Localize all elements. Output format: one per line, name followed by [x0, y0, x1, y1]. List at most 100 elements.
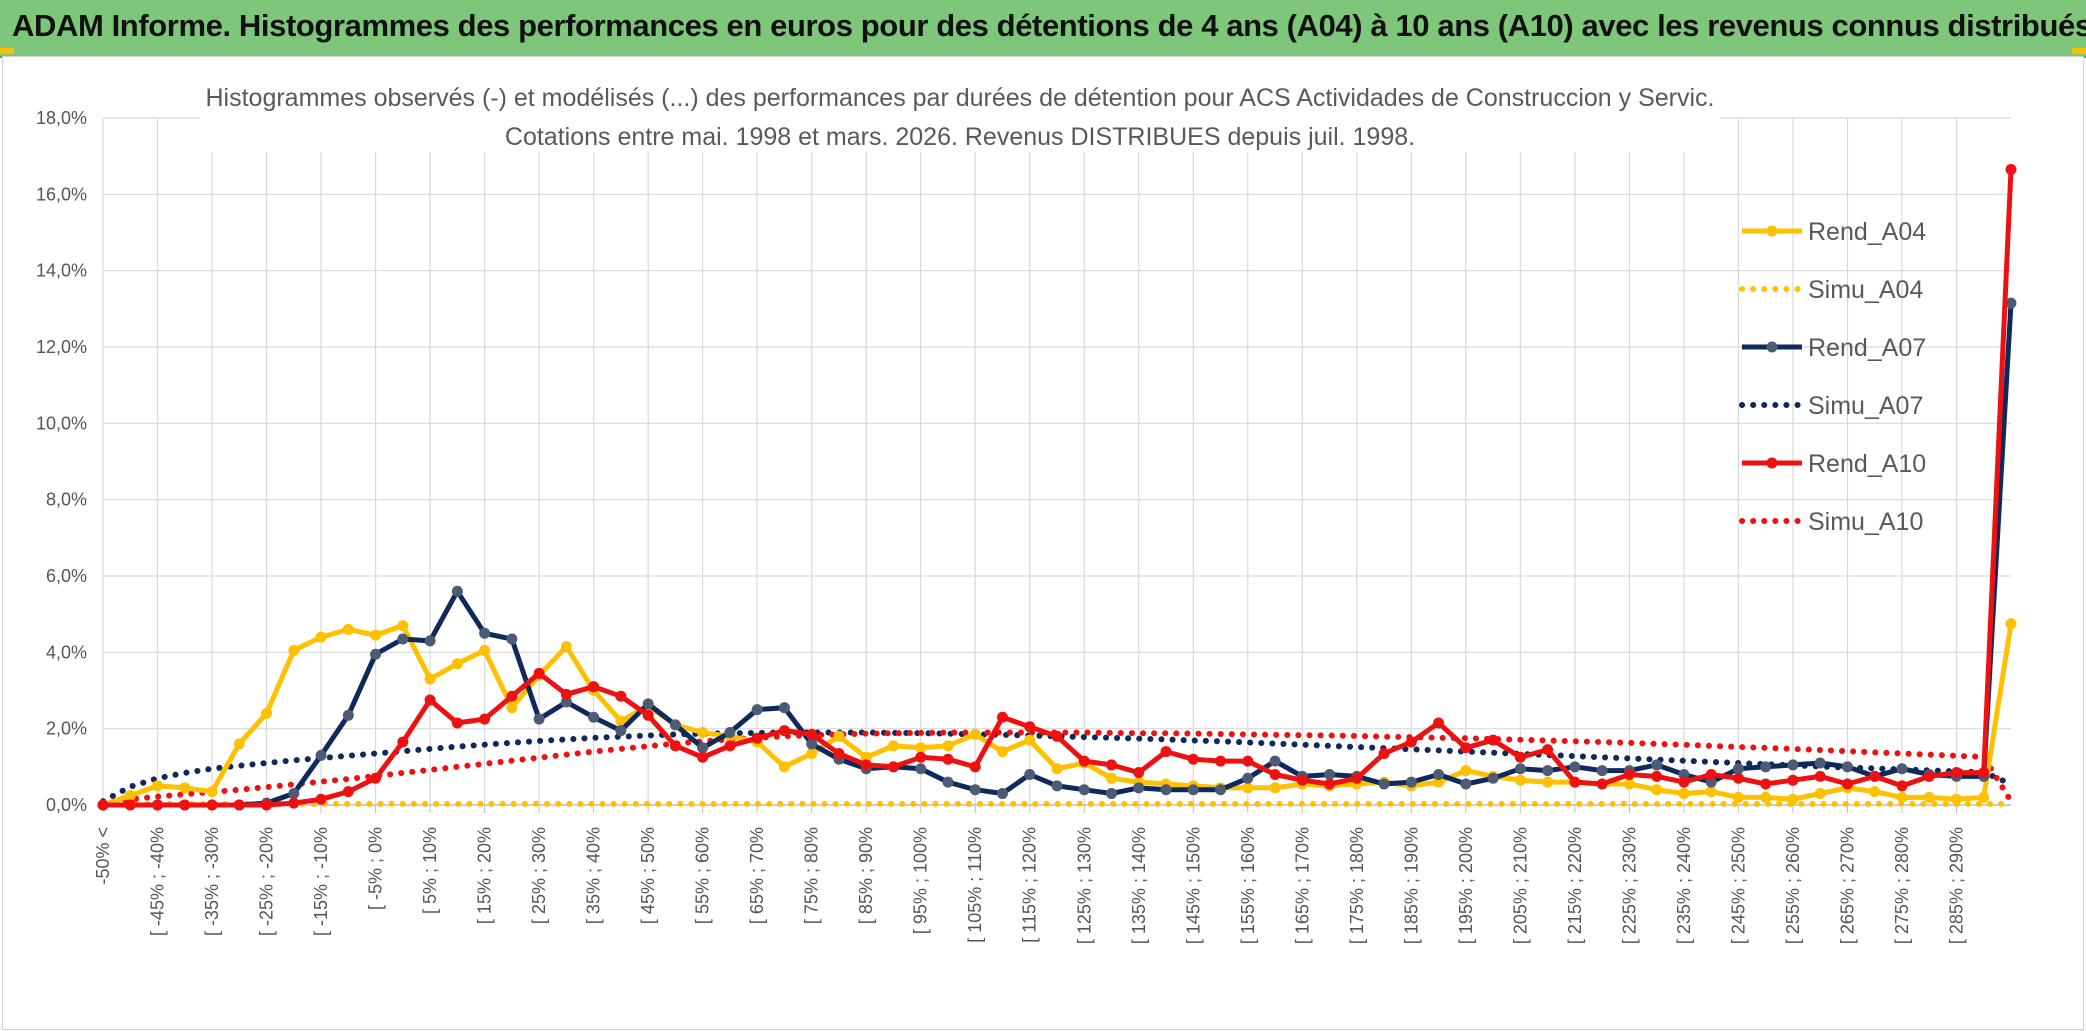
series-rend-a10-point: [751, 732, 763, 744]
series-rend-a04-point: [315, 631, 327, 643]
series-rend-a10-point: [1869, 770, 1881, 782]
series-rend-a10-point: [152, 799, 164, 811]
series-rend-a04-point: [887, 740, 899, 752]
series-rend-a07-point: [370, 648, 382, 660]
legend: Rend_A04 Simu_A04 Rend_A07 Simu_A07 Rend_A10…: [1739, 218, 1926, 536]
series-rend-a07-point: [588, 711, 600, 723]
legend-rend-a07-marker: [1766, 341, 1778, 353]
series-rend-a10-point: [1705, 768, 1717, 780]
series-rend-a10-point: [1760, 778, 1772, 790]
series-rend-a10-point: [887, 761, 899, 773]
series-rend-a04-point: [479, 644, 491, 656]
series-rend-a10-point: [424, 694, 436, 706]
legend-rend-a07-label: Rend_A07: [1808, 334, 1926, 362]
series-rend-a04-point: [1732, 791, 1744, 803]
series-rend-a10-point: [1378, 747, 1390, 759]
series-rend-a07-point: [1215, 784, 1227, 796]
y-tick-label: 18,0%: [36, 108, 87, 128]
legend-simu-a10-label: Simu_A10: [1808, 508, 1923, 536]
y-tick-label: 6,0%: [46, 566, 87, 586]
series-rend-a04-point: [424, 673, 436, 685]
x-tick-label: [ 275% ; 280%: [1892, 827, 1912, 944]
x-tick-label: [ 5% ; 10%: [420, 827, 440, 914]
report-banner: ADAM Informe. Histogrammes des performan…: [0, 0, 2086, 58]
series-rend-a07-point: [1841, 761, 1853, 773]
series-rend-a10-point: [1215, 755, 1227, 767]
x-tick-label: -50% <: [93, 827, 113, 885]
series-rend-a04-point: [233, 738, 245, 750]
series-rend-a10-point: [1460, 742, 1472, 754]
series-rend-a10-point: [860, 759, 872, 771]
series-rend-a04-point: [615, 715, 627, 727]
y-axis-ticks: 0,0% 2,0% 4,0% 6,0% 8,0% 10,0% 12,0% 14,0% 16,0%…: [36, 108, 87, 815]
x-tick-label: [ 145% ; 150%: [1183, 827, 1203, 944]
corner-accent-left: [0, 48, 14, 54]
series-rend-a07-point: [533, 713, 545, 725]
series-rend-a04-point: [1651, 784, 1663, 796]
series-rend-a04-point: [206, 786, 218, 798]
series-rend-a10-point: [1351, 772, 1363, 784]
series-rend-a04-point: [397, 620, 409, 632]
series-rend-a10-point: [288, 797, 300, 809]
series-rend-a10-point: [206, 799, 218, 811]
series-rend-a10-point: [1324, 778, 1336, 790]
series-rend-a10-point: [778, 725, 790, 737]
series-rend-a07-point: [1133, 782, 1145, 794]
series-rend-a07-point: [1405, 776, 1417, 788]
series-rend-a10-point: [1024, 721, 1036, 733]
series-rend-a04-point: [1705, 786, 1717, 798]
series-rend-a07-point: [1160, 784, 1172, 796]
series-rend-a07-point: [506, 633, 518, 645]
series-rend-a04-point: [288, 644, 300, 656]
series-rend-a07-point: [751, 704, 763, 716]
x-tick-label: [ 235% ; 240%: [1674, 827, 1694, 944]
series-rend-a07-point: [1269, 755, 1281, 767]
series-rend-a10-point: [833, 747, 845, 759]
y-tick-label: 8,0%: [46, 490, 87, 510]
series-rend-a10-point: [261, 799, 273, 811]
series-rend-a10-point: [1514, 751, 1526, 763]
series-rend-a07-point: [1242, 772, 1254, 784]
series-rend-a10-point: [451, 717, 463, 729]
series-rend-a10-point: [1569, 776, 1581, 788]
series-rend-a10-point: [996, 711, 1008, 723]
series-rend-a10-point: [179, 799, 191, 811]
series-rend-a04-point: [1514, 774, 1526, 786]
series-rend-a07-point: [1732, 763, 1744, 775]
series-rend-a04-point: [506, 702, 518, 714]
series-rend-a10-point: [479, 713, 491, 725]
series-rend-a04-point: [697, 726, 709, 738]
report-title: ADAM Informe. Histogrammes des performan…: [12, 8, 2086, 43]
x-tick-label: [ 35% ; 40%: [584, 827, 604, 924]
x-tick-label: [ -25% ; -20%: [257, 827, 277, 936]
series-rend-a07-point: [1569, 761, 1581, 773]
series-rend-a10-point: [342, 786, 354, 798]
y-tick-label: 10,0%: [36, 413, 87, 433]
chart-title-line-2: Cotations entre mai. 1998 et mars. 2026.…: [505, 123, 1415, 151]
x-tick-label: [ 115% ; 120%: [1020, 827, 1040, 943]
y-tick-label: 14,0%: [36, 261, 87, 281]
legend-rend-a10-label: Rend_A10: [1808, 450, 1926, 478]
series-rend-a04-point: [261, 707, 273, 719]
series-rend-a10-point: [1051, 730, 1063, 742]
series-rend-a07-point: [288, 788, 300, 800]
series-rend-a07-point: [451, 585, 463, 597]
series-rend-a10-point: [1651, 770, 1663, 782]
series-rend-a07-point: [669, 719, 681, 731]
y-tick-label: 2,0%: [46, 719, 87, 739]
series-rend-a10-point: [1433, 717, 1445, 729]
series-rend-a04-point: [1433, 776, 1445, 788]
series-rend-a10-point: [1596, 778, 1608, 790]
series-rend-a10-point: [1896, 780, 1908, 792]
series-rend-a10-point: [1269, 768, 1281, 780]
series-rend-a10-point: [669, 740, 681, 752]
series-rend-a07-point: [1678, 768, 1690, 780]
series-rend-a10-point: [124, 799, 136, 811]
x-axis-ticks: -50% < [ -45% ; -40% [ -35% ; -30% [ -25% ;…: [93, 827, 1966, 944]
series-rend-a10-point: [2005, 164, 2017, 176]
series-rend-a07-point: [1760, 761, 1772, 773]
series-rend-a04-point: [560, 641, 572, 653]
corner-accent-right: [2072, 48, 2086, 54]
y-tick-label: 16,0%: [36, 184, 87, 204]
